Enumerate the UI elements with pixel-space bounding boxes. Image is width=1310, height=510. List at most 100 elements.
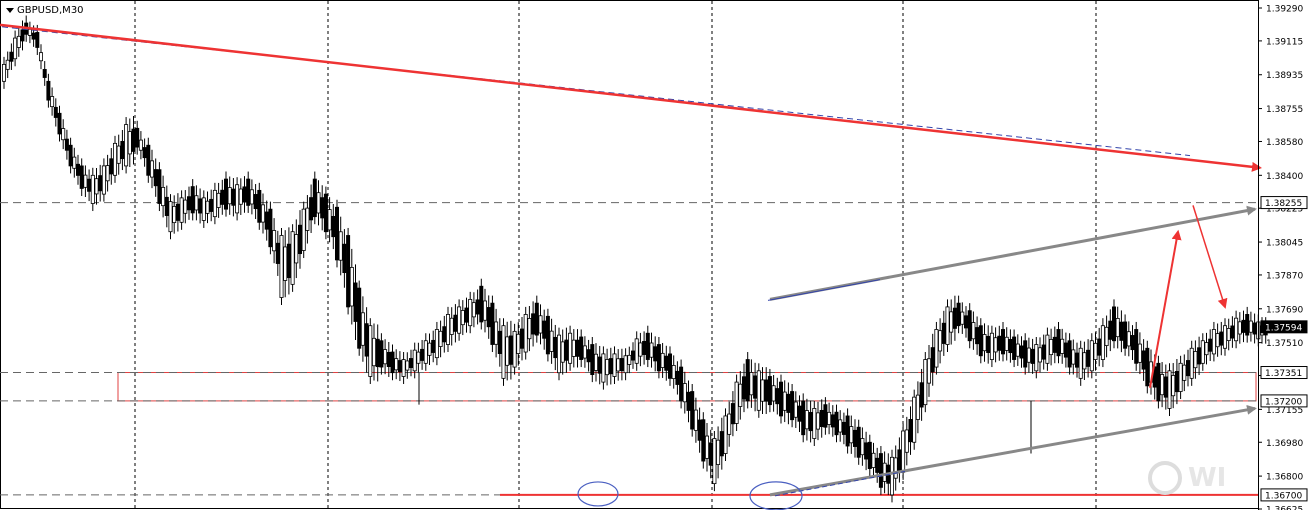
candle-body (864, 442, 869, 460)
candle-body (549, 330, 554, 352)
candle-body (1023, 340, 1028, 368)
candle-body (445, 314, 450, 345)
candle-body (897, 449, 902, 471)
candle-body (642, 340, 647, 355)
candle-body (693, 409, 698, 431)
watermark-logo-icon (1148, 461, 1182, 495)
candle-body (486, 307, 491, 328)
candle-body (131, 128, 136, 152)
candle-body (494, 321, 499, 345)
candle-body (349, 267, 354, 307)
candle-body (257, 189, 262, 223)
annotations (0, 23, 1262, 510)
candle-body (1230, 325, 1235, 339)
candle-body (1123, 321, 1128, 349)
candle-body (812, 408, 817, 439)
candle-body (801, 400, 806, 436)
candle-body (601, 353, 606, 383)
candle-body (242, 186, 247, 203)
candle-body (1167, 370, 1172, 409)
candle-body (1156, 362, 1161, 402)
candle-body (397, 360, 402, 373)
upper-channel (769, 205, 1257, 301)
candle-body (264, 211, 269, 230)
candle-body (967, 310, 972, 342)
candle-body (1215, 333, 1220, 348)
candle-body (13, 37, 18, 60)
candle-body (919, 382, 924, 408)
candle-body (201, 197, 206, 221)
candle-body (712, 438, 717, 485)
candle-body (153, 169, 158, 187)
candle-body (904, 429, 909, 453)
price-axis[interactable]: 1.366251.368001.369801.371551.373351.375… (1258, 0, 1308, 510)
candle-body (57, 112, 62, 135)
candle-body (27, 28, 32, 36)
candle-body (327, 209, 332, 231)
candle-body (168, 201, 173, 233)
candle-body (668, 353, 673, 379)
candle-body (316, 192, 321, 214)
candle-body (164, 196, 169, 216)
candle-body (612, 353, 617, 377)
candle-body (138, 139, 143, 151)
candle-body (238, 188, 243, 205)
candle-body (186, 196, 191, 211)
candle-body (116, 145, 121, 164)
candle-body (960, 311, 965, 325)
candle-body (1204, 342, 1209, 356)
candle-body (183, 199, 188, 214)
candle-body (412, 349, 417, 372)
candle-body (294, 234, 299, 264)
candle-body (142, 147, 147, 159)
price-tag-box (1260, 320, 1308, 334)
candle-body (35, 32, 40, 48)
candle-body (1189, 347, 1194, 379)
candle-body (1112, 306, 1117, 342)
candle-body (708, 442, 713, 466)
candle-body (605, 359, 610, 376)
candle-body (564, 339, 569, 361)
candles (2, 15, 1268, 503)
candle-body (286, 243, 291, 279)
y-tick-label: 1.38400 (1266, 172, 1303, 182)
candle-body (804, 410, 809, 430)
candle-body (83, 174, 88, 188)
candle-body (501, 325, 506, 379)
candle-body (1019, 345, 1024, 359)
candle-body (952, 307, 957, 329)
candle-body (272, 230, 277, 252)
candle-body (1208, 338, 1213, 352)
candle-body (1100, 325, 1105, 360)
candle-body (927, 358, 932, 384)
candle-body (438, 330, 443, 347)
candle-body (172, 205, 177, 224)
candle-body (212, 189, 217, 218)
candle-body (756, 370, 761, 411)
candle-body (1104, 326, 1109, 346)
candle-body (260, 204, 265, 223)
candle-body (597, 356, 602, 374)
candle-body (608, 358, 613, 375)
candle-body (46, 80, 51, 101)
candle-body (20, 29, 25, 42)
y-tick-label: 1.38045 (1266, 239, 1303, 249)
candle-body (653, 346, 658, 362)
y-tick-label: 1.38755 (1266, 105, 1303, 115)
candle-body (431, 339, 436, 353)
candle-body (64, 138, 69, 151)
candle-body (79, 165, 84, 189)
price-tag-label: 1.38255 (1265, 199, 1302, 209)
low-circle-left (577, 481, 619, 507)
y-tick-label: 1.38935 (1266, 71, 1303, 81)
candle-body (1245, 314, 1250, 336)
candle-body (246, 178, 251, 206)
candle-body (449, 317, 454, 335)
candle-body (434, 329, 439, 359)
y-tick-label: 1.36800 (1266, 473, 1303, 483)
candle-body (745, 359, 750, 402)
candle-body (90, 174, 95, 204)
candle-body (205, 200, 210, 214)
